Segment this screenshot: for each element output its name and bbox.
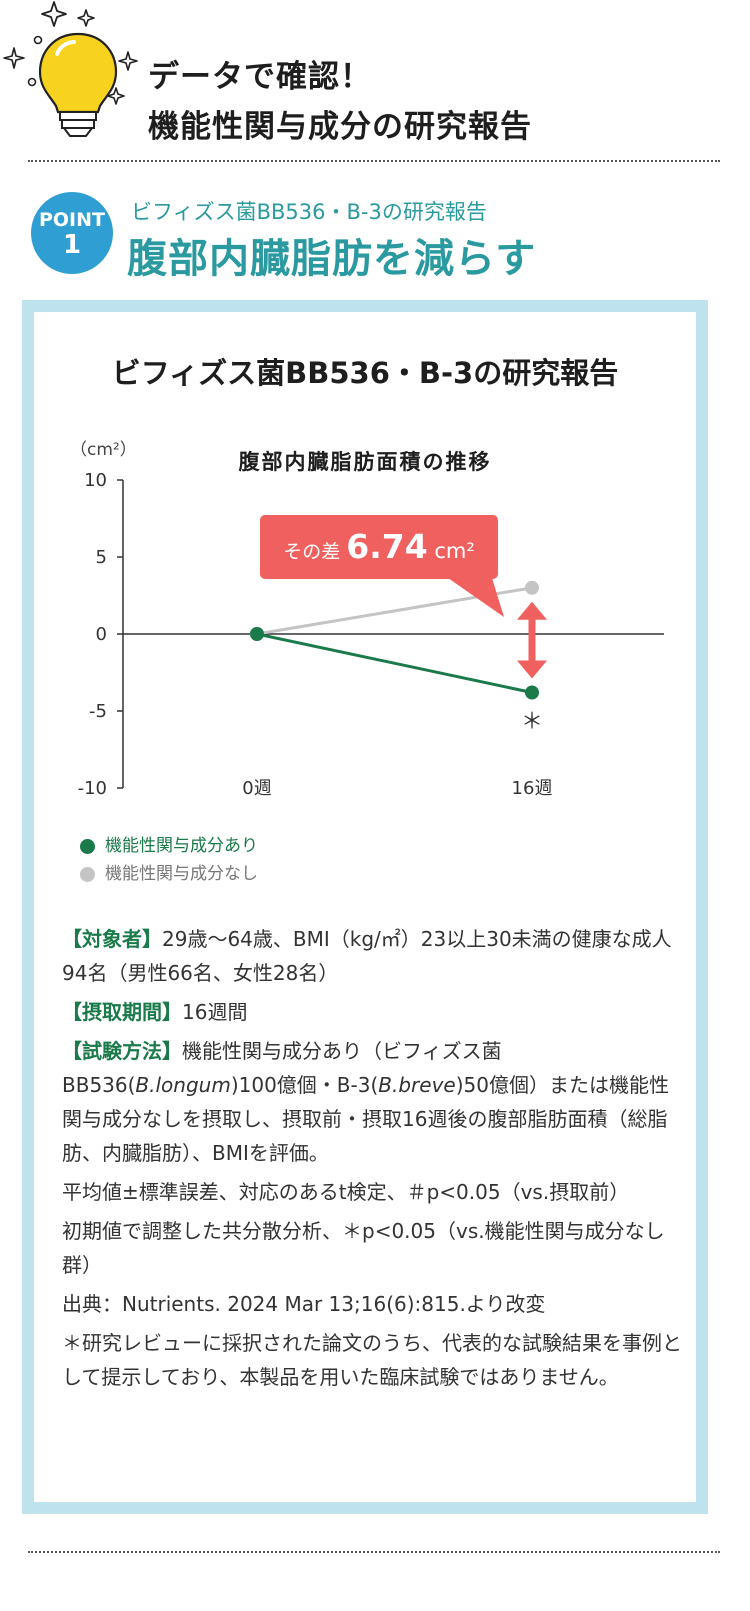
data-point xyxy=(525,685,539,700)
stats-note-1: 平均値±標準誤差、対応のあるt検定、＃p<0.05（vs.摂取前） xyxy=(62,1180,630,1204)
period-tag: 【摂取期間】 xyxy=(62,1000,182,1024)
legend-item: 機能性関与成分なし xyxy=(78,860,258,888)
study-box: ビフィズス菌BB536・B-3の研究報告 xyxy=(22,300,708,1514)
significance-mark: ＊ xyxy=(521,710,543,735)
method-text-e: )50億個）または機能性関与成分なしを摂取し、摂取前・摂取16週後の腹部脂肪面積… xyxy=(62,1073,669,1165)
data-point xyxy=(525,580,539,595)
difference-value: 6.74 xyxy=(346,527,427,566)
point-badge-label: POINT xyxy=(38,209,105,231)
y-tick-label: -10 xyxy=(78,778,107,799)
chart-title: 腹部内臓脂肪面積の推移 xyxy=(239,450,492,474)
difference-unit: cm² xyxy=(428,539,475,563)
page-title-line2: 機能性関与成分の研究報告 xyxy=(148,109,532,145)
difference-arrow-shaft xyxy=(528,615,536,665)
period-text: 16週間 xyxy=(182,1000,248,1024)
chart-axes: 10 5 0 -5 -10 0週 16週 xyxy=(78,470,664,799)
subjects-note: 【対象者】29歳～64歳、BMI（kg/㎡）23以上30未満の健康な成人94名（… xyxy=(62,922,682,990)
y-tick-label: 10 xyxy=(84,470,107,491)
point-badge: POINT 1 xyxy=(31,192,113,274)
legend-label: 機能性関与成分あり xyxy=(105,836,258,856)
period-note: 【摂取期間】16週間 xyxy=(62,995,682,1029)
legend-label: 機能性関与成分なし xyxy=(105,864,258,884)
method-text-a: 機能性関与成分あり（ビフィズス菌BB536( xyxy=(62,1039,502,1097)
data-point xyxy=(250,627,264,641)
point-subtitle: ビフィズス菌BB536・B-3の研究報告 xyxy=(131,200,487,224)
difference-callout-tail xyxy=(448,578,504,617)
chart-annotation: ＊ その差 6.74 cm² xyxy=(260,515,547,735)
light-bulb-icon xyxy=(3,1,138,137)
method-text-c: )100億個・B-3( xyxy=(230,1073,379,1097)
page-title: データで確認！ 機能性関与成分の研究報告 xyxy=(148,52,532,152)
legend-swatch xyxy=(80,866,95,882)
method-tag: 【試験方法】 xyxy=(62,1039,182,1063)
series-line xyxy=(256,632,533,694)
difference-callout xyxy=(260,515,498,579)
difference-callout-text: その差 6.74 cm² xyxy=(283,527,475,566)
stats-note-2: 初期値で調整した共分散分析、＊p<0.05（vs.機能性関与成分なし群） xyxy=(62,1219,665,1277)
top-divider xyxy=(28,160,720,162)
point-title: 腹部内臓脂肪を減らす xyxy=(127,236,537,282)
page-title-line1: データで確認！ xyxy=(148,59,372,95)
legend-item: 機能性関与成分あり xyxy=(78,832,258,860)
study-notes: 【対象者】29歳～64歳、BMI（kg/㎡）23以上30未満の健康な成人94名（… xyxy=(62,922,682,1399)
subjects-tag: 【対象者】 xyxy=(62,927,162,951)
point-badge-number: 1 xyxy=(62,230,82,260)
subjects-text: 29歳～64歳、BMI（kg/㎡）23以上30未満の健康な成人94名（男性66名… xyxy=(62,927,672,985)
method-species-longum: B.longum xyxy=(135,1073,231,1097)
legend-swatch xyxy=(80,838,95,854)
bottom-divider xyxy=(28,1551,720,1553)
y-tick-label: 5 xyxy=(96,547,107,568)
method-note: 【試験方法】機能性関与成分あり（ビフィズス菌BB536(B.longum)100… xyxy=(62,1034,682,1170)
box-title: ビフィズス菌BB536・B-3の研究報告 xyxy=(111,356,619,390)
difference-prefix: その差 xyxy=(283,541,346,563)
x-tick-label: 16週 xyxy=(512,778,553,799)
method-species-breve: B.breve xyxy=(378,1073,456,1097)
difference-arrow-head-down xyxy=(517,660,547,679)
disclaimer-note: ＊研究レビューに採択された論文のうち、代表的な試験結果を事例として提示しており、… xyxy=(62,1331,682,1389)
line-chart: 腹部内臓脂肪面積の推移 （cm²） 10 5 0 -5 -10 0週 16週 ＊ その差 6.… xyxy=(70,440,664,799)
chart-ylabel: （cm²） xyxy=(70,440,137,460)
y-tick-label: 0 xyxy=(96,624,107,645)
y-tick-label: -5 xyxy=(89,701,107,722)
x-tick-label: 0週 xyxy=(242,778,271,799)
source-note: 出典：Nutrients. 2024 Mar 13;16(6):815.より改変 xyxy=(62,1292,546,1316)
chart-legend: 機能性関与成分あり 機能性関与成分なし xyxy=(78,832,258,888)
section-header: データで確認！ 機能性関与成分の研究報告 xyxy=(0,0,750,160)
difference-arrow-head-up xyxy=(517,601,547,620)
